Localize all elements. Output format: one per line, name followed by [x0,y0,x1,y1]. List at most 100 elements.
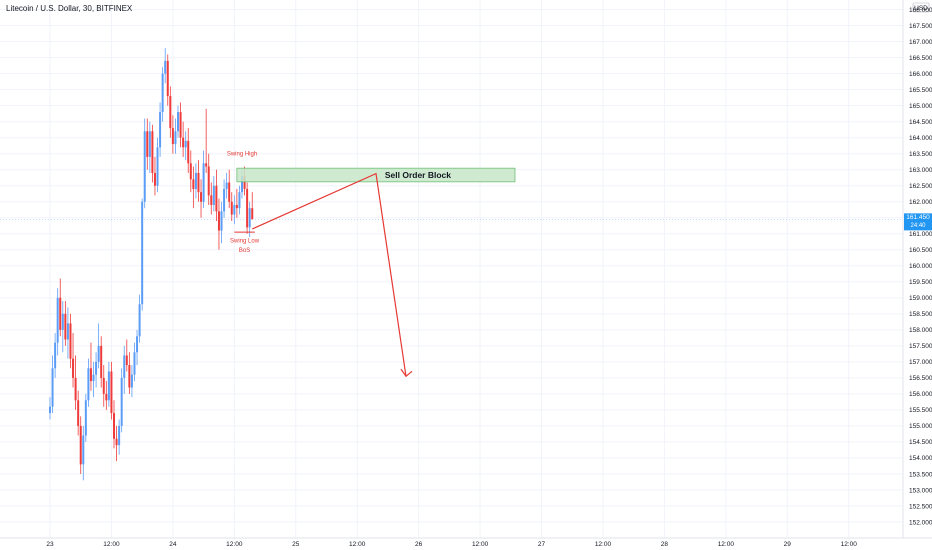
candle-body [95,361,98,375]
candle-body [77,400,80,426]
candle-body [233,204,236,215]
candle-body [74,377,77,401]
candle [179,102,182,148]
price-tick-label: 158.000 [909,327,932,334]
price-tick-label: 168.000 [909,7,932,14]
candle-body [251,208,254,220]
candle [194,163,197,199]
candle [59,278,62,337]
price-tick-label: 163.000 [909,167,932,174]
candle [69,313,72,369]
candle-body [207,166,210,196]
countdown-label: 24:40 [910,223,926,229]
candle [95,352,98,388]
candle-body [228,182,231,202]
candle [246,182,249,234]
price-axis[interactable]: USD 152.000152.500153.000153.500154.0001… [902,0,932,538]
candle-body [102,377,105,394]
candle [74,355,77,410]
candle [107,361,110,407]
time-tick-label: 23 [46,541,54,548]
candle [72,333,75,388]
bos-label: BoS [239,248,250,254]
candle [136,329,139,366]
price-tick-label: 160.000 [909,263,932,270]
time-tick-label: 12:00 [718,541,735,548]
candle-body [49,406,51,414]
candle [174,118,177,154]
projection-arrow-line [251,172,407,377]
candle-body [205,163,208,167]
candle [151,124,154,183]
candle-body [79,425,82,465]
candle [230,192,233,221]
candle [141,198,144,311]
candle-body [51,368,54,407]
candle-body [166,60,169,97]
candle [143,118,146,209]
candle-body [238,192,241,209]
candle-body [171,128,174,145]
candle [248,201,251,237]
candle [220,201,223,244]
time-axis[interactable]: 23 12:00 24 12:00 25 12:00 26 12:00 27 12:00 28 12:… [0,537,932,550]
candle-body [243,176,246,189]
candle [82,425,85,481]
candle-body [138,304,141,337]
projection-arrow-head [400,368,413,378]
candle [205,108,208,173]
candle [100,336,103,388]
price-tick-label: 157.000 [909,359,932,366]
candle [61,301,64,353]
candle [153,156,156,196]
price-tick-label: 166.500 [909,55,932,62]
candle [156,137,159,193]
candle-body [141,201,144,305]
candle-body [100,345,103,378]
candle-body [61,313,64,330]
current-price-label: 161.450 [906,214,930,221]
candle [251,192,254,220]
candle-body [161,73,164,113]
candle-body [133,352,136,375]
candle [177,105,179,138]
candle [210,182,213,215]
candle [105,381,108,410]
candle [123,345,126,394]
candle-body [182,137,185,148]
candle [169,86,172,138]
current-price-badge [904,213,932,231]
candle [223,179,226,218]
swing-low-label: Swing Low [230,239,260,245]
price-tick-label: 152.000 [909,519,932,526]
candle-body [72,358,75,378]
time-tick-label: 29 [784,541,792,548]
candle [189,150,192,193]
candle [228,169,231,209]
candle-body [223,188,226,212]
candle [102,365,105,407]
time-tick-label: 12:00 [103,541,120,548]
candle-body [197,172,200,193]
candle-body [66,323,69,340]
candle-body [217,211,220,231]
candle-body [177,112,179,132]
candle [87,358,90,407]
projection-path [251,172,413,378]
time-tick-label: 25 [292,541,300,548]
candle-body [128,365,131,388]
candle [79,416,82,474]
candle [64,301,67,346]
candle-body [146,131,149,157]
candle-body [115,438,118,446]
time-tick-label: 12:00 [841,541,858,548]
candle-body [225,182,228,189]
candle-body [125,355,128,366]
price-tick-label: 155.500 [909,407,932,414]
currency-badge[interactable] [912,2,930,13]
candle-body [54,342,57,369]
candle [202,150,205,209]
price-tick-label: 166.000 [909,71,932,78]
